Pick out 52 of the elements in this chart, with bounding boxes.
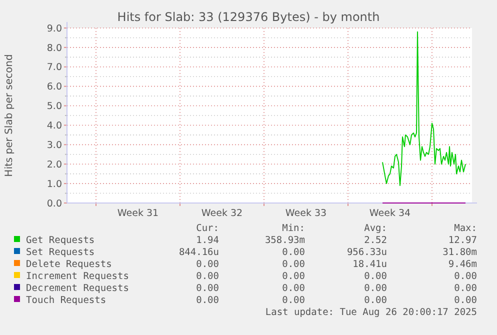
text: 0.00	[454, 271, 478, 282]
text: 9.46m	[448, 259, 478, 270]
text: Last update: Tue Aug 26 20:00:17 2025	[265, 307, 477, 318]
x-tick-label: Week 31	[117, 208, 159, 219]
text: Min:	[282, 223, 305, 234]
x-tick-label: Week 33	[285, 208, 327, 219]
text: Cur:	[196, 223, 219, 234]
y-tick-label: 1.0	[46, 178, 62, 190]
text: 31.80m	[442, 247, 478, 258]
text: 1.94	[196, 235, 220, 246]
text: 358.93m	[264, 235, 306, 246]
text: Avg:	[364, 223, 387, 234]
text: 0.00	[282, 259, 306, 270]
y-tick-label: 9.0	[46, 23, 62, 34]
text: 0.00	[282, 271, 306, 282]
text: 956.33u	[346, 247, 387, 258]
x-tick-label: Week 34	[369, 208, 411, 219]
text: 0.00	[196, 295, 220, 306]
legend-label: Get Requests	[26, 235, 95, 246]
text: Max:	[454, 223, 477, 234]
chart-title: Hits for Slab: 33 (129376 Bytes) - by month	[117, 10, 380, 24]
y-tick-label: 2.0	[46, 159, 62, 170]
text: 18.41u	[352, 259, 387, 270]
text: 0.00	[364, 295, 388, 306]
y-axis-title: Hits per Slab per second	[4, 54, 15, 177]
y-tick-label: 7.0	[46, 62, 62, 74]
text: 0.00	[196, 283, 220, 294]
text: 0.00	[454, 283, 478, 294]
y-tick-label: 4.0	[46, 120, 62, 132]
legend-label: Set Requests	[26, 247, 95, 258]
text: 0.00	[282, 247, 306, 258]
y-tick-label: 6.0	[46, 82, 62, 93]
text: 0.00	[282, 283, 306, 294]
y-tick-label: 0.0	[46, 198, 62, 210]
text: 2.52	[364, 235, 387, 246]
text: 0.00	[282, 295, 306, 306]
legend-label: Touch Requests	[26, 295, 106, 306]
text: 0.00	[196, 259, 220, 270]
y-tick-label: 8.0	[46, 42, 62, 54]
x-tick-label: Week 32	[201, 208, 243, 219]
y-tick-label: 5.0	[46, 101, 62, 112]
text: 12.97	[448, 235, 477, 246]
text: 0.00	[364, 271, 388, 282]
legend-label: Decrement Requests	[26, 283, 129, 294]
text: 0.00	[196, 271, 220, 282]
legend-label: Increment Requests	[26, 271, 129, 282]
legend-label: Delete Requests	[26, 259, 112, 270]
text: 0.00	[454, 295, 478, 306]
text: 0.00	[364, 283, 388, 294]
line-series	[382, 31, 466, 186]
y-tick-label: 3.0	[46, 140, 62, 151]
text: 844.16u	[178, 247, 219, 258]
